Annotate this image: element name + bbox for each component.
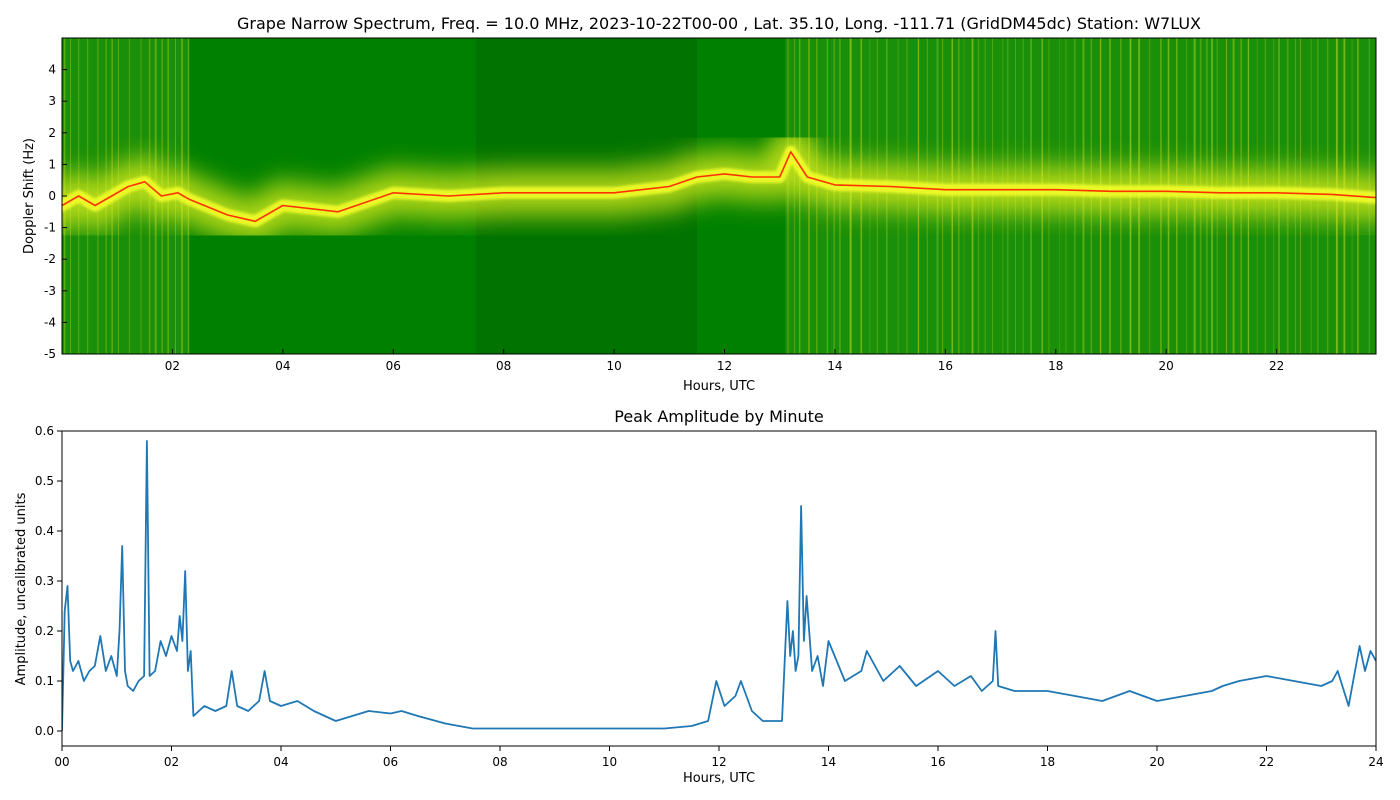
amplitude-panel: Peak Amplitude by Minute 00 02 04 06 08 10 12 1… (14, 407, 1384, 786)
x-tick-label: 14 (821, 755, 836, 769)
x-tick-label: 16 (938, 359, 953, 373)
amplitude-series-line (62, 440, 1376, 732)
y-tick-label: -5 (44, 347, 56, 361)
y-tick-label: 0.1 (35, 674, 54, 688)
x-tick-label: 00 (54, 755, 69, 769)
x-tick-label: 22 (1259, 755, 1274, 769)
x-tick-label: 20 (1149, 755, 1164, 769)
x-tick-label: 08 (496, 359, 511, 373)
amplitude-x-axis: 00 02 04 06 08 10 12 14 16 18 20 22 24 (54, 746, 1384, 769)
y-tick-label: -3 (44, 284, 56, 298)
x-tick-label: 22 (1269, 359, 1284, 373)
x-tick-label: 12 (717, 359, 732, 373)
spectrogram-x-axis: 02 04 06 08 10 12 14 16 18 20 22 (165, 349, 1284, 373)
spectrogram-panel: Grape Narrow Spectrum, Freq. = 10.0 MHz,… (22, 14, 1377, 394)
x-tick-label: 06 (383, 755, 398, 769)
x-tick-label: 16 (930, 755, 945, 769)
x-tick-label: 14 (827, 359, 842, 373)
amplitude-xlabel: Hours, UTC (683, 771, 755, 786)
y-tick-label: -4 (44, 315, 56, 329)
y-tick-label: -2 (44, 252, 56, 266)
x-tick-label: 18 (1048, 359, 1063, 373)
y-tick-label: 0.5 (35, 474, 54, 488)
x-tick-label: 04 (273, 755, 288, 769)
amplitude-title: Peak Amplitude by Minute (614, 407, 824, 426)
amplitude-background (62, 431, 1376, 746)
spectrogram-xlabel: Hours, UTC (683, 379, 755, 394)
x-tick-label: 24 (1368, 755, 1383, 769)
doppler-trace (62, 151, 1376, 223)
y-tick-label: 0.0 (35, 724, 54, 738)
x-tick-label: 12 (711, 755, 726, 769)
spectrogram-ylabel: Doppler Shift (Hz) (22, 138, 37, 254)
spectrogram-y-axis: -5 -4 -3 -2 -1 0 1 2 3 4 (44, 63, 67, 361)
x-tick-label: 02 (165, 359, 180, 373)
amplitude-y-axis: 0.0 0.1 0.2 0.3 0.4 0.5 0.6 (35, 424, 62, 738)
amplitude-ylabel: Amplitude, uncalibrated units (14, 492, 29, 685)
x-tick-label: 06 (386, 359, 401, 373)
x-tick-label: 02 (164, 755, 179, 769)
y-tick-label: 3 (48, 94, 56, 108)
y-tick-label: 4 (48, 63, 56, 77)
y-tick-label: -1 (44, 221, 56, 235)
x-tick-label: 18 (1040, 755, 1055, 769)
y-tick-label: 0 (48, 189, 56, 203)
y-tick-label: 0.6 (35, 424, 54, 438)
y-tick-label: 0.2 (35, 624, 54, 638)
y-tick-label: 2 (48, 126, 56, 140)
y-tick-label: 0.3 (35, 574, 54, 588)
x-tick-label: 20 (1159, 359, 1174, 373)
spectrogram-title: Grape Narrow Spectrum, Freq. = 10.0 MHz,… (237, 14, 1201, 33)
y-tick-label: 0.4 (35, 524, 54, 538)
x-tick-label: 10 (606, 359, 621, 373)
y-tick-label: 1 (48, 157, 56, 171)
x-tick-label: 04 (275, 359, 290, 373)
x-tick-label: 10 (602, 755, 617, 769)
x-tick-label: 08 (492, 755, 507, 769)
